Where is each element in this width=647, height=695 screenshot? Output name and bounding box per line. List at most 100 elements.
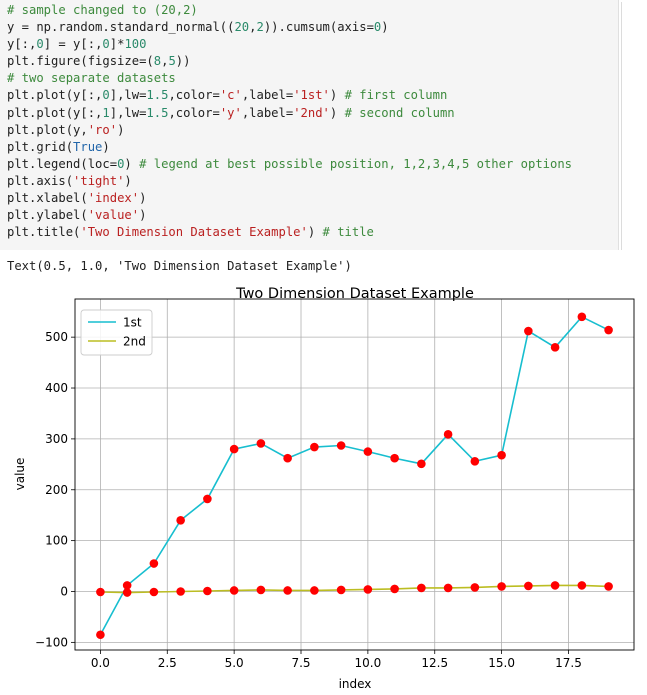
y-tick-label: 200 (45, 483, 68, 497)
code-token: ) (329, 105, 345, 120)
code-token: 'tight' (73, 173, 125, 188)
data-point (96, 630, 105, 640)
data-point (256, 585, 266, 595)
code-line: plt.plot(y[:,0],lw=1.5,color='c',label='… (7, 87, 572, 104)
code-token: ) (139, 208, 147, 223)
data-point (149, 559, 159, 568)
data-point (283, 453, 292, 463)
chart-legend: 1st 2nd (80, 309, 153, 356)
legend-label-1st: 1st (123, 316, 142, 330)
code-token: 2 (256, 20, 264, 35)
code-token: 8 (153, 54, 162, 69)
y-tick-label: −100 (35, 635, 68, 649)
chart-title: Two Dimension Dataset Example (235, 286, 474, 302)
y-tick-label: 0 (60, 585, 68, 599)
code-token: 0 (117, 156, 125, 171)
y-tick-label: 100 (45, 534, 68, 548)
data-point (149, 587, 159, 597)
x-axis-label: index (339, 677, 372, 691)
scrollbar-track[interactable] (621, 2, 622, 250)
code-token: 'ro' (87, 122, 118, 137)
code-token: # two separate datasets (7, 71, 176, 86)
code-token: 'c' (219, 88, 242, 103)
x-tick-label: 2.5 (158, 656, 177, 670)
code-token: plt.ylabel( (7, 208, 88, 223)
code-token: plt.figure(figsize=( (7, 54, 154, 69)
x-tick-label: 0.0 (91, 656, 110, 670)
code-token: 5 (168, 54, 176, 69)
code-line: plt.xlabel('index') (7, 190, 572, 207)
cell-scrollbar[interactable] (621, 0, 647, 250)
code-token: ) (329, 88, 345, 103)
y-tick-label: 300 (45, 432, 68, 446)
code-line: plt.title('Two Dimension Dataset Example… (7, 224, 572, 241)
code-token: 1 (102, 105, 110, 120)
code-token: ,label= (241, 88, 294, 103)
data-point (229, 444, 239, 454)
code-token: 'Two Dimension Dataset Example' (80, 225, 308, 240)
code-token: 20 (234, 20, 250, 35)
data-point (577, 312, 587, 322)
code-token: 'value' (87, 208, 140, 223)
data-point (229, 586, 239, 595)
data-point (550, 343, 560, 352)
code-token: ]* (109, 37, 125, 52)
code-token: )) (175, 54, 191, 69)
code-token: 0 (373, 20, 382, 35)
data-point (524, 581, 533, 591)
code-token: ,color= (168, 105, 220, 120)
code-token: # sample changed to (20,2) (7, 3, 198, 17)
code-token: , (161, 54, 169, 69)
code-token: # title (322, 225, 374, 240)
x-tick-label: 7.5 (291, 656, 310, 670)
data-point (443, 583, 453, 593)
data-point (497, 582, 506, 591)
code-editor[interactable]: # sample changed to (20,2) y = np.random.… (7, 2, 572, 241)
code-token: 0 (102, 88, 110, 103)
code-cell[interactable]: # sample changed to (20,2) y = np.random.… (0, 0, 619, 250)
code-token: 0 (36, 37, 44, 52)
x-tick-label: 15.0 (488, 656, 515, 670)
code-token: ) (117, 122, 125, 137)
x-tick-label: 17.5 (555, 656, 582, 670)
code-token: plt.plot(y, (7, 122, 88, 137)
cell-output-text: Text(0.5, 1.0, 'Two Dimension Dataset Ex… (7, 259, 352, 273)
chart-markers (96, 312, 613, 640)
code-token: '1st' (293, 88, 330, 103)
code-token: plt.title( (7, 225, 81, 240)
code-token: ) (124, 156, 140, 171)
code-line: plt.ylabel('value') (7, 207, 572, 224)
code-token: y[:, (7, 37, 37, 52)
code-token: # second column (344, 105, 455, 120)
data-point (470, 583, 480, 592)
plot-frame (74, 298, 635, 651)
data-point (577, 581, 587, 590)
y-tick-label: 500 (45, 330, 68, 344)
data-point (310, 442, 319, 452)
x-tick-label: 10.0 (355, 656, 382, 670)
data-point (336, 441, 346, 450)
x-axis-ticks: 0.0 2.5 5.0 7.5 10.0 12.5 15.0 17.5 (91, 650, 582, 670)
data-point (96, 587, 105, 597)
code-token: ],lw= (109, 105, 147, 120)
code-token: ) (102, 139, 110, 154)
code-token: ) (124, 173, 132, 188)
code-token: ,label= (241, 105, 294, 120)
data-point (443, 430, 453, 439)
data-point (310, 586, 319, 595)
code-token: ,color= (168, 88, 220, 103)
code-line: plt.axis('tight') (7, 173, 572, 190)
data-point (470, 456, 480, 466)
code-line: y = np.random.standard_normal((20,2)).cu… (7, 19, 572, 36)
code-line: plt.figure(figsize=(8,5)) (7, 53, 572, 70)
data-point (363, 447, 373, 456)
code-token: )).cumsum(axis= (263, 20, 374, 35)
code-token: plt.plot(y[:, (7, 105, 103, 120)
data-point (390, 453, 399, 463)
series-line-2nd (100, 584, 609, 594)
data-point (176, 587, 185, 596)
code-line: plt.grid(True) (7, 139, 572, 156)
code-line: plt.plot(y[:,1],lw=1.5,color='y',label='… (7, 105, 572, 122)
data-point (550, 581, 560, 590)
code-token: plt.xlabel( (7, 191, 88, 206)
